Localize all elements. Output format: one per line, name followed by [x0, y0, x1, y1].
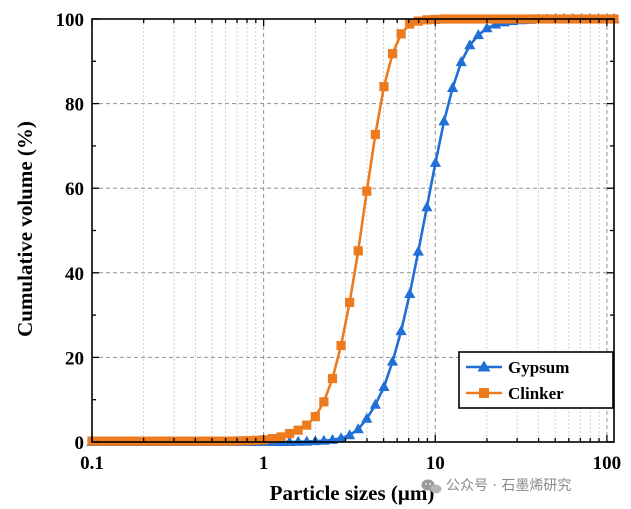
clinker-point	[104, 436, 114, 446]
tick-labels: 0.1 1 10 100 0 20 40 60 80 100	[56, 10, 622, 474]
clinker-point	[327, 373, 338, 384]
legend: Gypsum Clinker	[458, 351, 614, 409]
clinker-point	[379, 82, 389, 92]
gypsum-point	[335, 432, 347, 443]
gypsum-point	[283, 436, 296, 446]
gypsum-point	[301, 435, 313, 446]
legend-clinker-label: Clinker	[508, 384, 564, 403]
x-tick-label: 1	[259, 453, 269, 474]
gypsum-point	[395, 325, 407, 336]
x-axis-title: Particle sizes (μm)	[270, 481, 435, 505]
gypsum-point	[455, 56, 467, 67]
clinker-point	[173, 436, 183, 446]
gypsum-point	[352, 423, 364, 434]
gypsum-point	[429, 156, 442, 167]
legend-clinker-marker	[479, 388, 489, 398]
gypsum-point	[378, 381, 390, 392]
gypsum-point	[344, 429, 356, 440]
clinker-point	[224, 436, 235, 446]
gypsum-point	[292, 435, 304, 446]
gypsum-point	[438, 115, 450, 126]
clinker-point	[370, 129, 380, 140]
clinker-point	[164, 436, 175, 446]
legend-gypsum-marker	[477, 360, 491, 372]
clinker-point	[182, 436, 192, 446]
clinker-point	[353, 246, 363, 256]
y-tick-label: 20	[65, 348, 84, 369]
y-tick-label: 40	[65, 264, 84, 285]
clinker-point	[276, 432, 286, 442]
x-tick-label: 10	[426, 453, 445, 474]
clinker-point	[199, 436, 209, 446]
gypsum-point	[481, 22, 493, 33]
clinker-point	[156, 436, 166, 446]
clinker-point	[233, 436, 243, 446]
gypsum-point	[447, 81, 459, 92]
y-tick-label: 100	[56, 10, 85, 31]
clinker-point	[362, 186, 372, 196]
clinker-point	[396, 29, 406, 39]
watermark: 公众号 · 石墨烯研究	[421, 478, 571, 494]
gypsum-point	[361, 412, 373, 423]
clinker-point	[95, 436, 106, 446]
gypsum-point	[404, 287, 416, 298]
watermark-text: 公众号 · 石墨烯研究	[446, 478, 571, 494]
legend-gypsum-label: Gypsum	[508, 358, 569, 377]
clinker-point	[319, 397, 329, 407]
clinker-point	[293, 425, 303, 435]
clinker-point	[147, 436, 157, 446]
clinker-point	[130, 436, 140, 446]
clinker-point	[121, 436, 132, 446]
gypsum-point	[369, 398, 381, 409]
clinker-point	[302, 420, 312, 430]
clinker-point	[336, 340, 346, 351]
clinker-point	[405, 19, 415, 29]
clinker-point	[310, 412, 320, 422]
wechat-icon	[421, 479, 442, 494]
gypsum-point	[412, 245, 424, 256]
clinker-point	[284, 428, 295, 439]
gypsum-point	[472, 29, 484, 40]
gypsum-point	[386, 355, 399, 366]
clinker-point	[113, 436, 123, 446]
y-tick-label: 60	[65, 179, 84, 200]
clinker-point	[345, 297, 355, 308]
x-tick-label: 0.1	[80, 453, 104, 474]
gypsum-point	[421, 201, 433, 212]
y-tick-label: 0	[75, 433, 85, 454]
gypsum-point	[464, 39, 476, 50]
legend-box	[458, 351, 614, 409]
y-axis-title: Cumulative volume (%)	[13, 121, 37, 337]
x-tick-label: 100	[593, 453, 622, 474]
axes	[91, 18, 615, 443]
clinker-point	[267, 434, 278, 444]
y-tick-label: 80	[65, 95, 84, 116]
clinker-point	[216, 436, 226, 446]
clinker-point	[387, 49, 398, 59]
